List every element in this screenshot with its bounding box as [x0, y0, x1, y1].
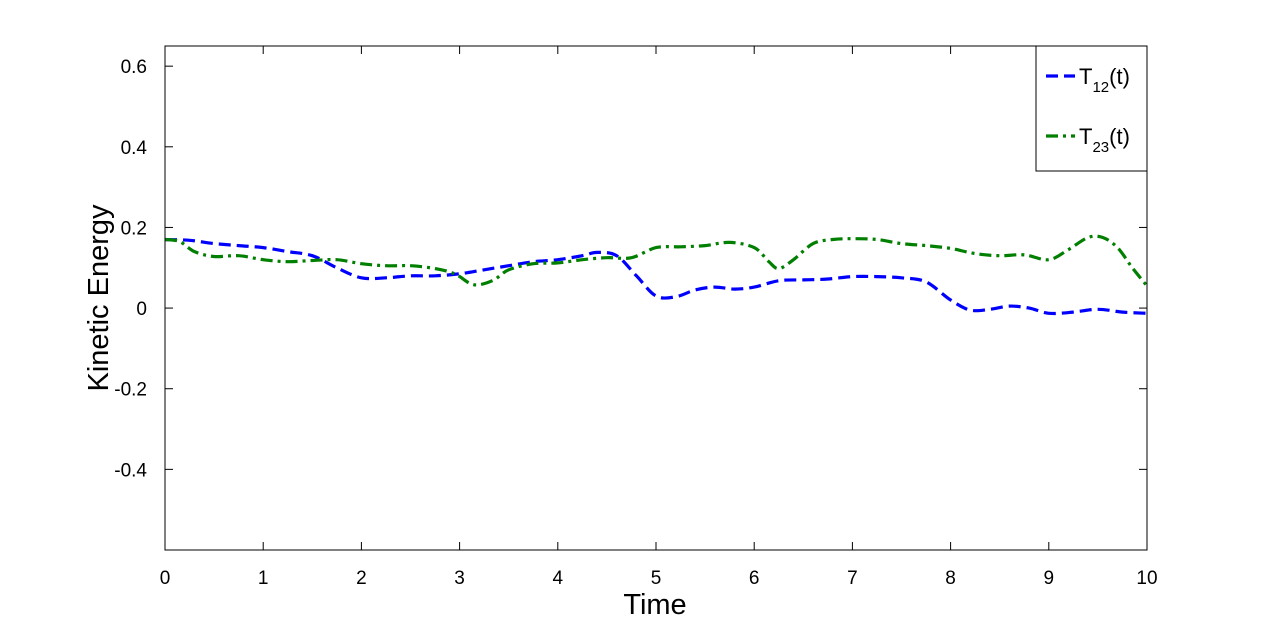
y-tick-label: 0.4	[121, 138, 148, 159]
y-tick-label: 0.6	[121, 57, 147, 78]
x-tick-label: 6	[749, 568, 760, 589]
x-tick-label: 2	[356, 568, 367, 589]
x-axis-label: Time	[623, 589, 686, 619]
series-line-23	[164, 234, 1149, 287]
x-tick-label: 4	[553, 568, 564, 589]
x-tick-label: 8	[945, 568, 956, 589]
legend: T12(t) T23(t)	[1035, 45, 1148, 172]
legend-label-12: T12(t)	[1079, 64, 1130, 96]
x-tick-label: 3	[454, 568, 465, 589]
x-tick-label: 10	[1136, 568, 1157, 589]
legend-box	[1035, 45, 1148, 172]
x-tick-label: 0	[160, 568, 171, 589]
y-tick-label: 0	[136, 299, 147, 320]
y-axis: -0.4 -0.2 0 0.2 0.4 0.6	[114, 57, 1147, 481]
y-tick-label: 0.2	[121, 218, 147, 239]
x-axis: 0 1 2 3 4 5 6 7 8 9 10	[160, 46, 1158, 589]
x-tick-label: 1	[258, 568, 269, 589]
y-tick-label: -0.4	[114, 460, 147, 481]
y-tick-label: -0.2	[114, 380, 147, 401]
x-tick-label: 9	[1044, 568, 1055, 589]
series-layer	[164, 234, 1149, 316]
x-tick-label: 5	[651, 568, 662, 589]
series-line-12	[164, 237, 1148, 316]
legend-label-23: T23(t)	[1079, 124, 1130, 156]
y-axis-label: Kinetic Energy	[83, 204, 115, 391]
x-tick-label: 7	[847, 568, 858, 589]
plot-area	[165, 46, 1147, 550]
